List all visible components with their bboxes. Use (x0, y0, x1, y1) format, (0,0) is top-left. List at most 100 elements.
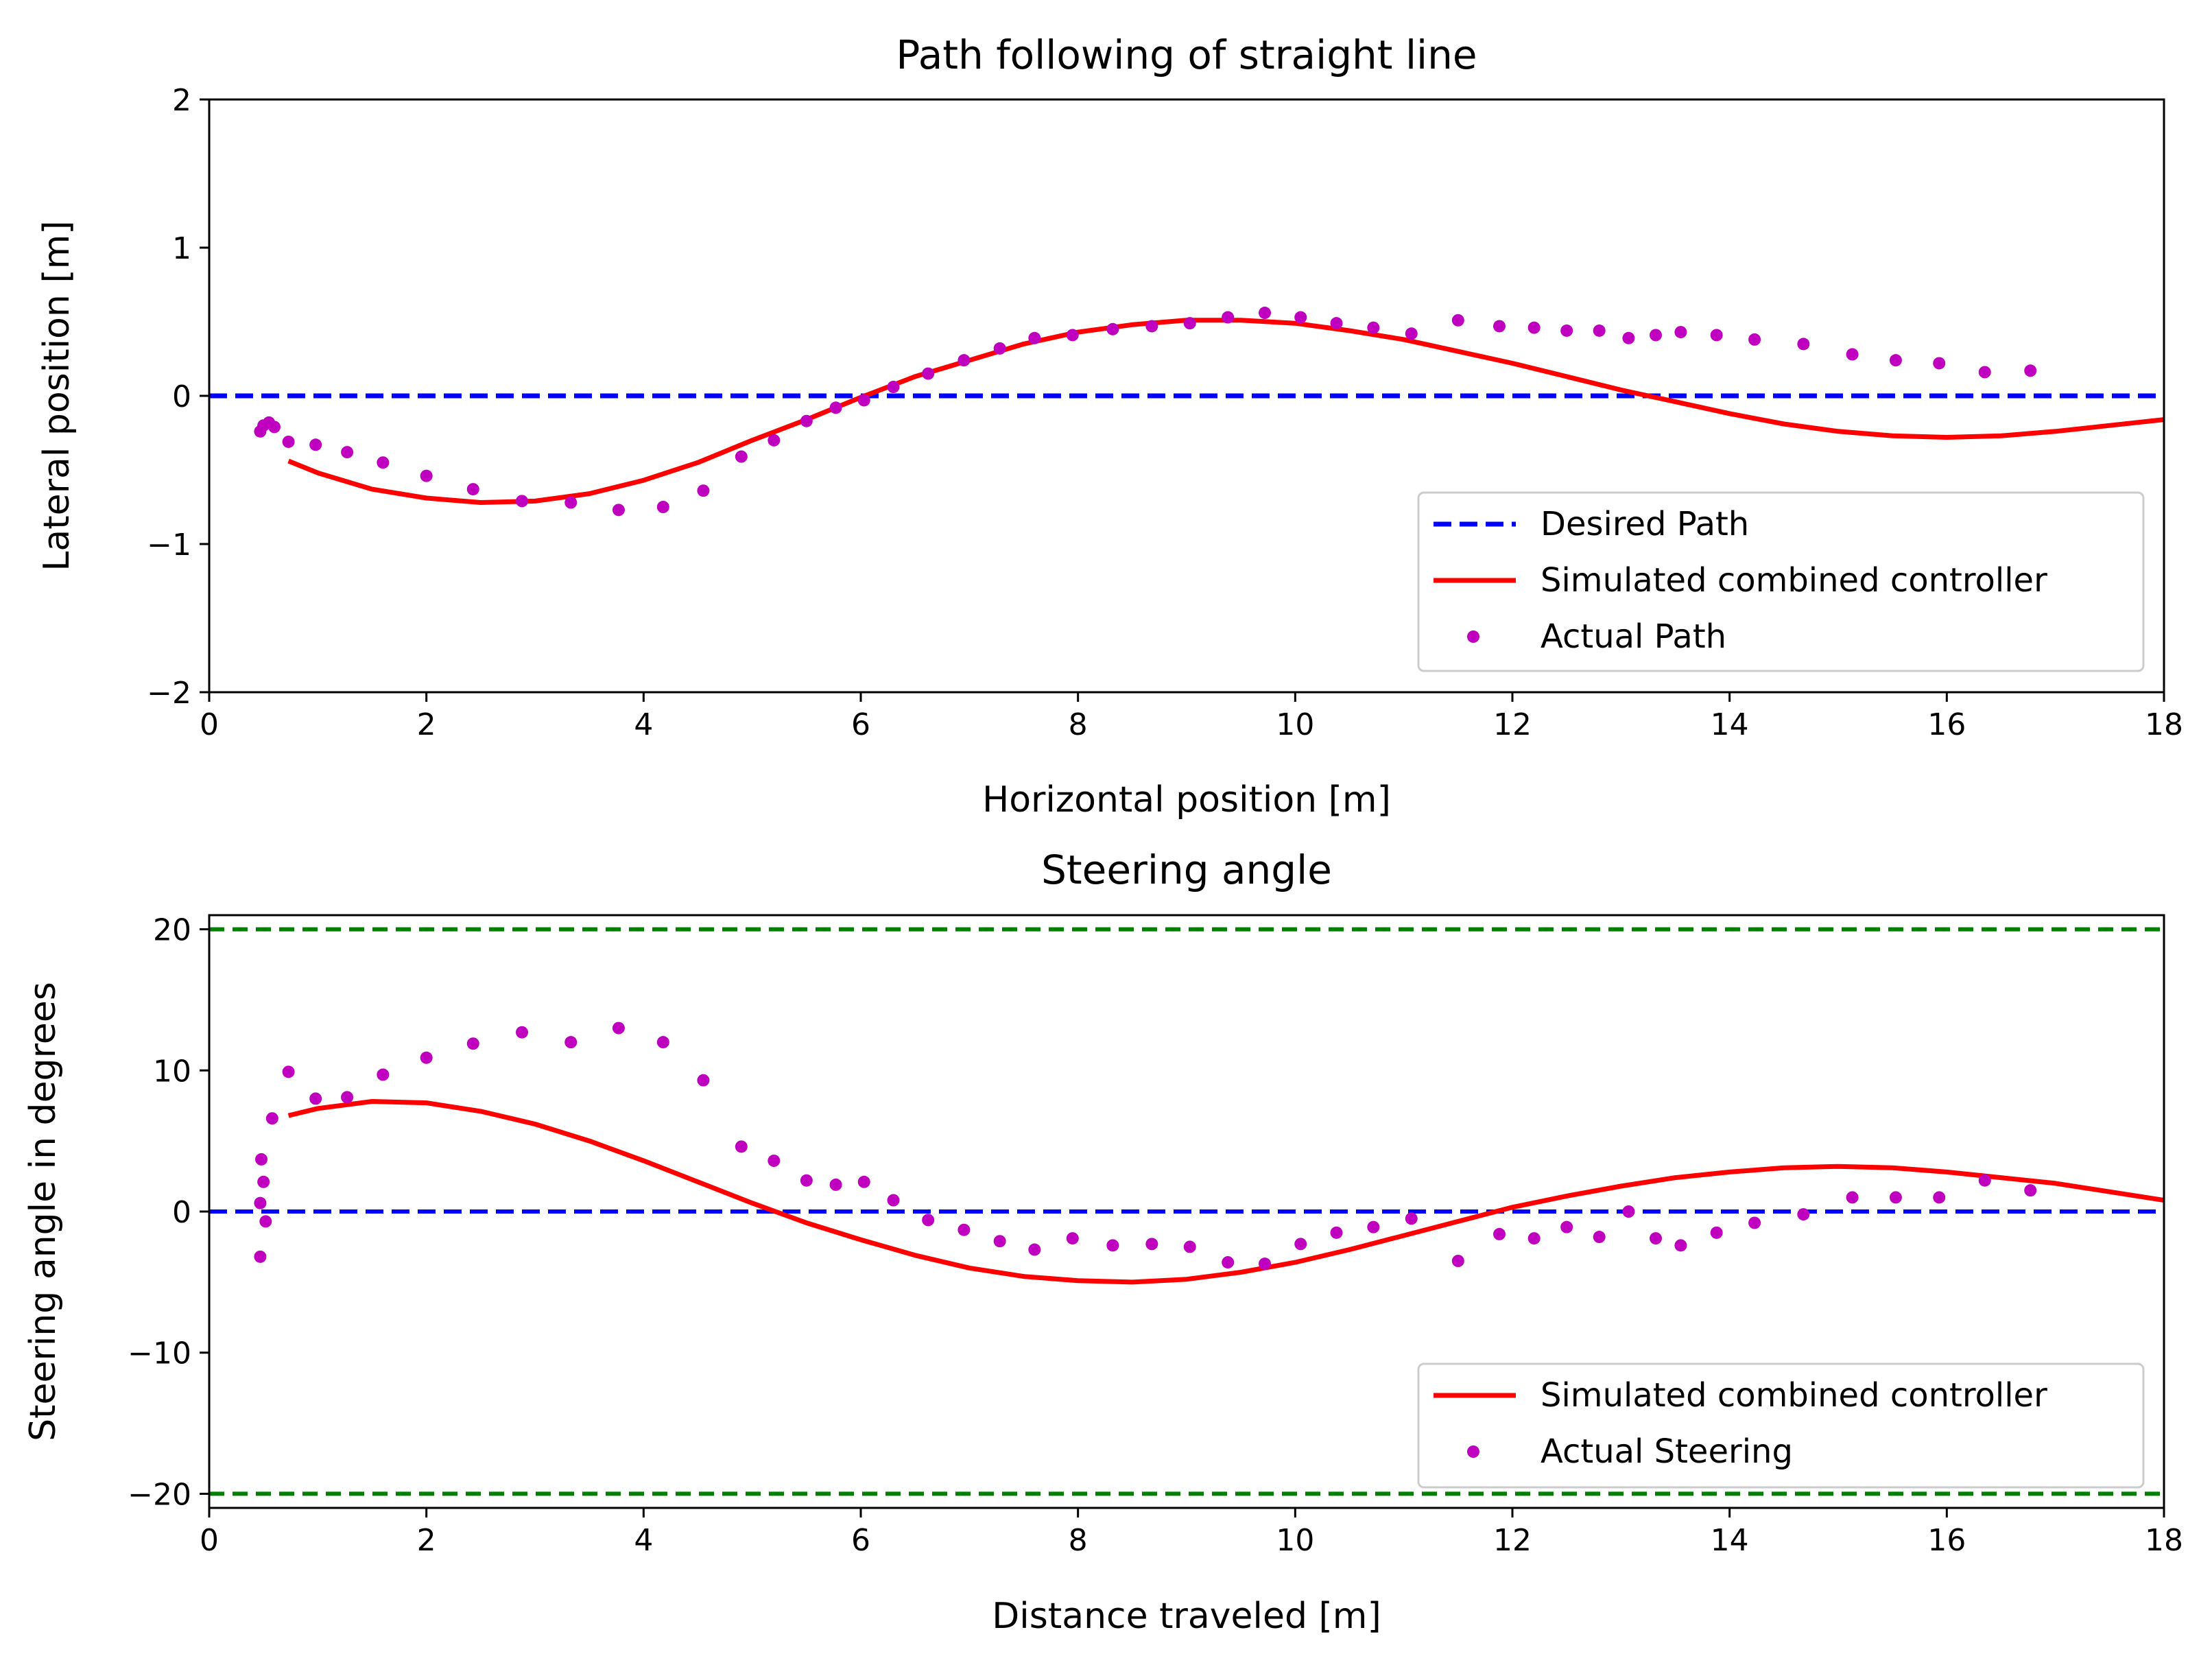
actual-path-point (1527, 321, 1541, 334)
actual-steering-point (1294, 1238, 1307, 1251)
x-tick-label: 18 (2145, 707, 2183, 742)
y-tick-label: 10 (153, 1054, 191, 1089)
actual-path-point (735, 450, 748, 463)
actual-steering-point (1527, 1232, 1541, 1245)
simulated-combined-controller-line (287, 318, 2164, 505)
actual-steering-point (254, 1196, 267, 1209)
legend-swatch-actual-path (1467, 630, 1479, 643)
actual-steering-point (1330, 1226, 1343, 1239)
y-tick-label: 1 (172, 231, 191, 266)
actual-path-point (1183, 317, 1196, 330)
actual-steering-point (1797, 1208, 1810, 1221)
actual-path-point (768, 434, 781, 447)
path-following-chart: Path following of straight line Horizont… (36, 32, 2183, 820)
x-tick-label: 8 (1069, 707, 1088, 742)
actual-steering-point (1933, 1191, 1946, 1204)
actual-path-point (1405, 327, 1418, 340)
x-tick-label: 2 (417, 1523, 436, 1558)
actual-steering-point (1106, 1239, 1119, 1252)
actual-steering-point (768, 1154, 781, 1167)
chart-title: Path following of straight line (896, 32, 1477, 78)
actual-steering-point (1593, 1231, 1606, 1244)
x-tick-label: 6 (851, 707, 870, 742)
actual-steering-point (612, 1022, 625, 1035)
actual-path-point (1622, 331, 1635, 344)
x-tick-label: 0 (200, 707, 219, 742)
y-tick-label: −10 (128, 1336, 191, 1371)
plot-content (209, 307, 2164, 517)
actual-path-point (282, 435, 295, 448)
actual-steering-point (1405, 1212, 1418, 1225)
actual-steering-point (466, 1037, 479, 1050)
actual-steering-point (255, 1153, 267, 1166)
x-tick-label: 14 (1711, 1523, 1749, 1558)
actual-steering-point (922, 1214, 935, 1227)
y-tick-label: 0 (172, 1195, 191, 1230)
actual-path-point (1748, 333, 1761, 346)
actual-steering-point (958, 1223, 971, 1236)
x-tick-label: 12 (1493, 1523, 1532, 1558)
x-tick-label: 14 (1711, 707, 1749, 742)
actual-steering-point (1674, 1239, 1687, 1252)
actual-steering-point (857, 1175, 870, 1188)
x-tick-label: 8 (1069, 1523, 1088, 1558)
x-tick-label: 10 (1276, 1523, 1314, 1558)
actual-steering-point (2024, 1184, 2037, 1197)
actual-path-point (1294, 311, 1307, 324)
actual-steering-point (564, 1036, 578, 1049)
actual-path-point (1145, 320, 1158, 333)
actual-steering-point (1748, 1216, 1761, 1229)
legend-label-actual-path: Actual Path (1541, 617, 1726, 656)
legend-swatch-actual-steering (1467, 1445, 1479, 1458)
actual-steering-point (1259, 1257, 1271, 1271)
actual-path-point (1367, 321, 1380, 334)
y-tick-label: 0 (172, 379, 191, 414)
x-tick-label: 16 (1927, 707, 1966, 742)
actual-path-point (887, 381, 900, 394)
actual-path-point (1066, 329, 1079, 342)
actual-path-point (268, 421, 281, 434)
actual-steering-point (1066, 1232, 1079, 1245)
x-tick-label: 18 (2145, 1523, 2183, 1558)
actual-path-point (1710, 329, 1723, 342)
actual-steering-point (1222, 1256, 1235, 1269)
actual-path-point (516, 495, 528, 508)
actual-path-point (420, 469, 433, 482)
actual-path-point (1451, 314, 1464, 327)
actual-path-point (1222, 311, 1235, 324)
actual-steering-point (377, 1068, 390, 1081)
actual-path-point (1650, 329, 1662, 342)
actual-steering-point (1451, 1255, 1464, 1267)
actual-path-point (1028, 331, 1041, 344)
actual-steering-point (259, 1215, 272, 1228)
actual-steering-point (265, 1112, 278, 1125)
x-tick-label: 4 (634, 707, 653, 742)
x-tick-label: 6 (851, 1523, 870, 1558)
x-tick-label: 4 (634, 1523, 653, 1558)
legend-box (1417, 491, 2145, 672)
actual-path-point (1593, 324, 1606, 337)
actual-steering-point (254, 1250, 267, 1263)
actual-steering-point (1028, 1243, 1041, 1256)
y-tick-label: 20 (153, 913, 191, 948)
y-tick-label: −2 (147, 676, 191, 711)
actual-steering-point (420, 1051, 433, 1064)
actual-steering-point (257, 1175, 270, 1188)
x-tick-label: 10 (1276, 707, 1314, 742)
x-axis-label: Horizontal position [m] (982, 779, 1391, 820)
actual-path-point (1889, 354, 1902, 367)
actual-path-point (377, 456, 390, 469)
actual-path-point (1259, 307, 1271, 320)
steering-angle-chart: Steering angle Distance traveled [m] Ste… (23, 847, 2183, 1637)
actual-steering-point (282, 1065, 295, 1078)
actual-steering-point (1145, 1238, 1158, 1251)
y-tick-label: −1 (147, 528, 191, 563)
actual-path-point (341, 446, 354, 459)
legend-label-simulated-combined-controller: Simulated combined controller (1541, 1376, 2047, 1415)
chart-title: Steering angle (1041, 847, 1332, 893)
plot-content (209, 927, 2164, 1496)
actual-steering-point (1493, 1227, 1506, 1240)
simulated-combined-controller-line (287, 1099, 2164, 1285)
actual-steering-point (887, 1194, 900, 1207)
actual-path-point (829, 401, 842, 414)
